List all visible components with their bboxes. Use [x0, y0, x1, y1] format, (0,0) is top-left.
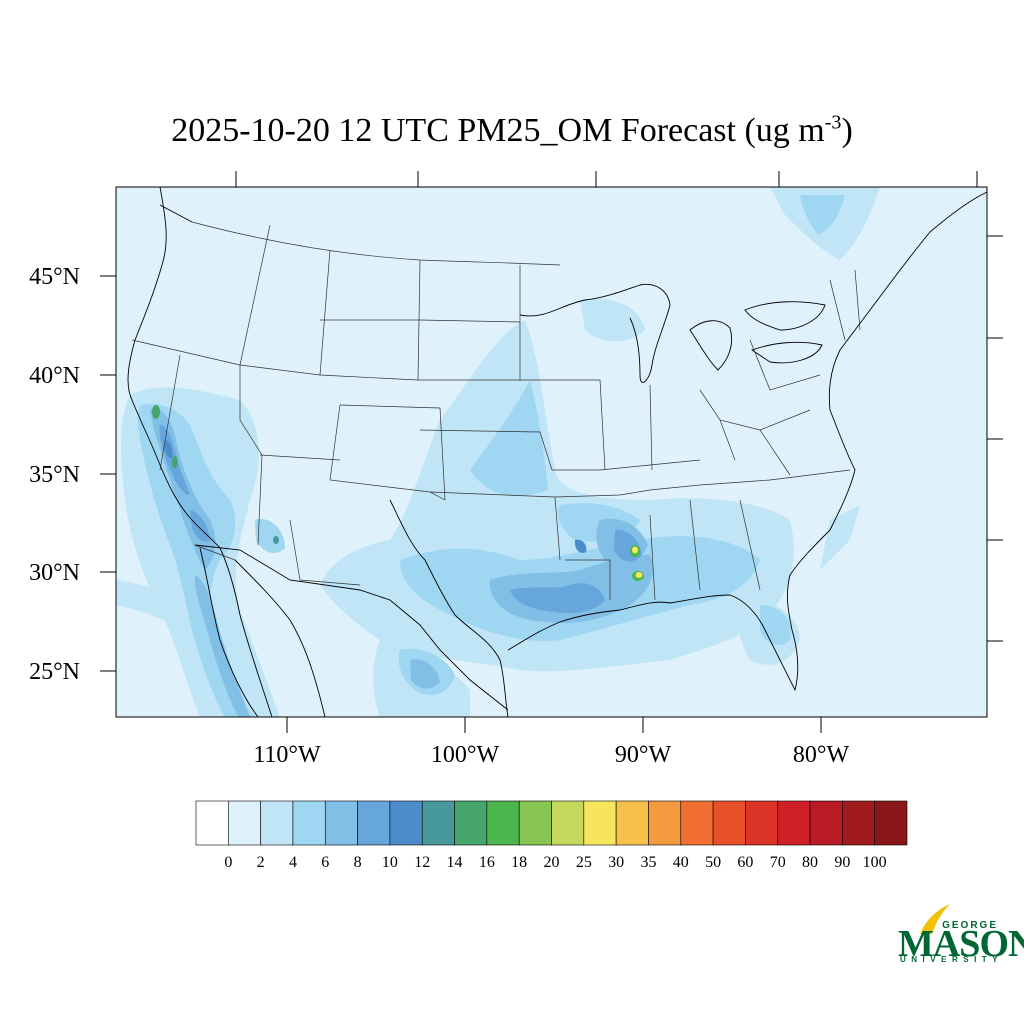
colorbar-swatch [228, 800, 261, 846]
colorbar-swatch [389, 800, 423, 846]
colorbar-swatch [745, 800, 779, 846]
lat-label-45: 45°N [29, 264, 80, 290]
colorbar-label: 40 [673, 854, 689, 871]
logo-university: UNIVERSITY [900, 955, 1004, 964]
colorbar-swatch [874, 800, 908, 846]
colorbar-label: 12 [414, 854, 430, 871]
latitude-labels: 45°N 40°N 35°N 30°N 25°N [29, 264, 80, 685]
colorbar-label: 35 [640, 854, 656, 871]
colorbar-label: 30 [608, 854, 624, 871]
colorbar-label: 70 [770, 854, 786, 871]
colorbar-swatch [615, 800, 649, 846]
coastlines [127, 187, 987, 717]
colorbar-swatch [518, 800, 552, 846]
hotspot-markers [152, 405, 644, 581]
colorbar-swatch [357, 800, 391, 846]
colorbar-swatch [292, 800, 326, 846]
colorbar-swatch [648, 800, 682, 846]
colorbar-swatch [712, 800, 746, 846]
logo-mason: MASON [898, 923, 1024, 965]
colorbar-label: 10 [382, 854, 398, 871]
colorbar-label: 4 [289, 854, 297, 871]
colorbar-swatch [551, 800, 585, 846]
state-borders [131, 221, 861, 601]
axis-ticks [100, 171, 1003, 733]
colorbar-label: 25 [576, 854, 592, 871]
colorbar-label: 6 [321, 854, 329, 871]
lon-label-80: 80°W [793, 742, 850, 768]
logo-george: GEORGE [942, 920, 998, 931]
colorbar-swatch [777, 800, 811, 846]
contour-level-10-12 [164, 440, 587, 553]
lon-label-90: 90°W [615, 742, 672, 768]
colorbar-label: 80 [802, 854, 818, 871]
colorbar-label: 50 [705, 854, 721, 871]
colorbar-label: 2 [257, 854, 265, 871]
colorbar-label: 90 [834, 854, 850, 871]
colorbar-swatch [454, 800, 488, 846]
colorbar-label: 60 [737, 854, 753, 871]
colorbar-label: 18 [511, 854, 527, 871]
map-title: 2025-10-20 12 UTC PM25_OM Forecast (ug m… [0, 112, 1024, 150]
map-frame [115, 186, 988, 718]
colorbar-swatch [195, 800, 229, 846]
logo-swoosh-icon [920, 904, 950, 934]
lat-label-25: 25°N [29, 659, 80, 685]
lon-label-100: 100°W [431, 742, 500, 768]
lat-label-40: 40°N [29, 363, 80, 389]
colorbar-swatch [324, 800, 358, 846]
colorbar-label: 0 [224, 854, 232, 871]
title-close: ) [841, 112, 853, 149]
title-exponent: -3 [824, 111, 842, 134]
colorbar-label: 100 [863, 854, 887, 871]
colorbar-label: 14 [447, 854, 463, 871]
colorbar-swatch [260, 800, 294, 846]
gmu-logo: GEORGE MASON UNIVERSITY [898, 900, 1024, 970]
lon-label-110: 110°W [253, 742, 321, 768]
colorbar: 0 2 4 6 8 10 12 14 16 18 20 25 30 35 40 50 60 70 80 90 100 [195, 800, 908, 871]
title-text: 2025-10-20 12 UTC PM25_OM Forecast (ug m [171, 112, 825, 149]
colorbar-swatch [809, 800, 843, 846]
concentration-field [116, 187, 987, 717]
colorbar-swatch [842, 800, 875, 846]
colorbar-label: 20 [544, 854, 560, 871]
colorbar-swatch [421, 800, 455, 846]
colorbar-label: 8 [354, 854, 362, 871]
colorbar-swatch [680, 800, 714, 846]
colorbar-swatch [583, 800, 617, 846]
colorbar-swatch [486, 800, 520, 846]
lat-label-35: 35°N [29, 462, 80, 488]
country-borders [159, 204, 509, 711]
longitude-labels: 110°W 100°W 90°W 80°W [253, 742, 849, 768]
lat-label-30: 30°N [29, 560, 80, 586]
colorbar-label: 16 [479, 854, 495, 871]
